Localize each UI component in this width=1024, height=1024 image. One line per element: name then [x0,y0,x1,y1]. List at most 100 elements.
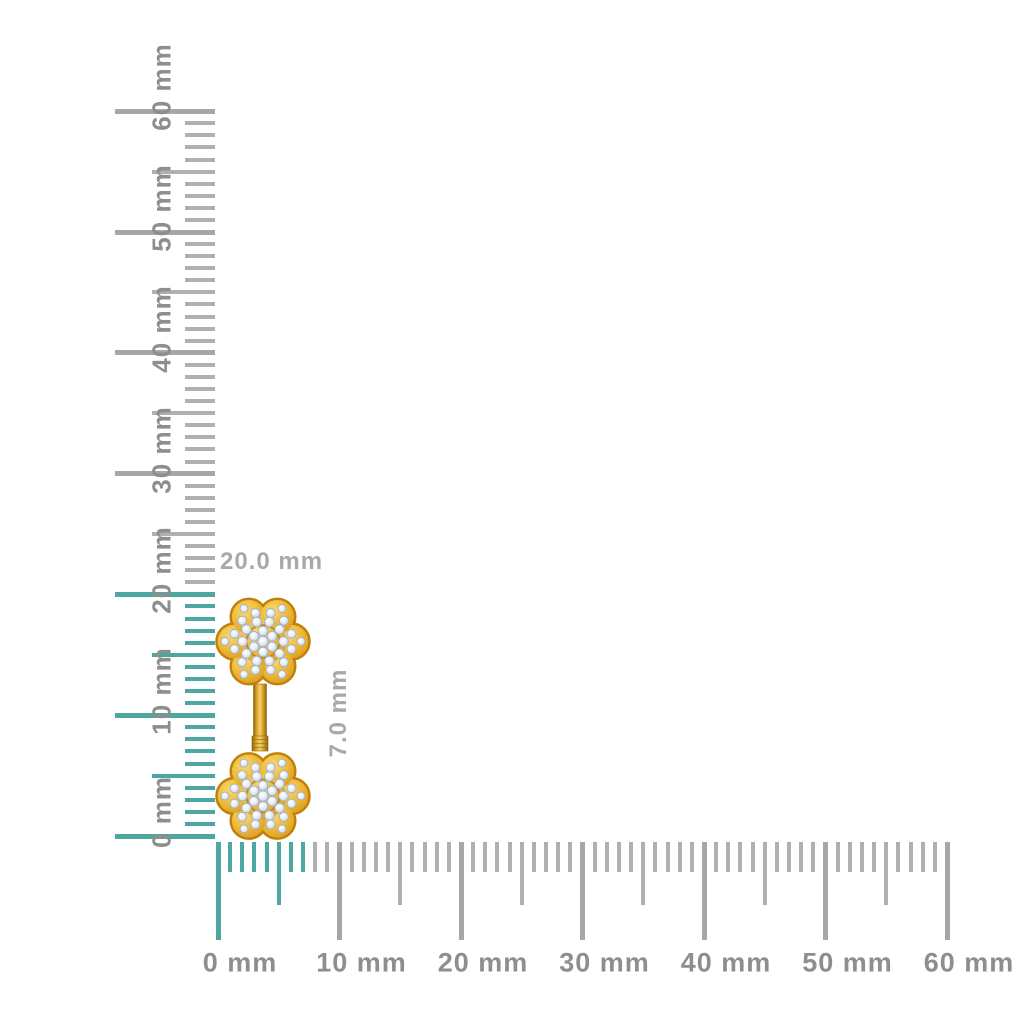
vertical-ruler-tick [115,833,215,839]
vertical-ruler-tick [185,676,215,681]
diamond [296,637,306,646]
horizontal-ruler-tick [653,842,658,872]
horizontal-ruler-tick [665,842,670,872]
vertical-ruler-tick [185,338,215,343]
diamond [265,665,276,675]
horizontal-ruler-tick [580,842,585,940]
horizontal-ruler-tick [422,842,427,872]
vertical-ruler-label: 20 mm [146,526,177,615]
horizontal-ruler-tick [641,842,646,905]
diamond [265,762,276,773]
diamond [241,648,252,659]
horizontal-ruler-tick [507,842,512,872]
horizontal-ruler-tick [410,842,415,872]
diamond [241,624,252,635]
diamond [237,636,248,647]
vertical-ruler-tick [185,483,215,488]
diamond [274,624,285,635]
diamond [257,801,269,812]
vertical-ruler-tick [185,423,215,428]
vertical-ruler-label: 30 mm [146,405,177,494]
diamond [257,790,269,802]
horizontal-ruler-tick [823,842,828,940]
diamond [278,770,289,781]
diamond [251,655,262,667]
vertical-ruler-tick [185,749,215,754]
vertical-ruler-tick [185,374,215,379]
vertical-ruler-tick [185,580,215,585]
horizontal-ruler-tick [288,842,293,872]
vertical-ruler-tick [115,108,215,114]
vertical-ruler-tick [185,254,215,259]
horizontal-ruler-tick [264,842,269,872]
diamond [286,644,297,655]
horizontal-ruler-tick [483,842,488,872]
diamond [237,770,248,781]
diamond [237,615,248,626]
horizontal-ruler-tick [313,842,318,872]
diamond [278,657,289,668]
horizontal-ruler-tick [361,842,366,872]
horizontal-ruler-tick [835,842,840,872]
vertical-ruler-tick [185,217,215,222]
horizontal-ruler-tick [726,842,731,872]
vertical-ruler-tick [185,362,215,367]
vertical-ruler-tick [185,157,215,162]
diamond [229,783,240,794]
vertical-ruler-tick [152,532,215,536]
horizontal-ruler-tick [519,842,524,905]
vertical-ruler-tick [185,302,215,307]
vertical-ruler-label: 10 mm [146,647,177,735]
diamond [257,780,269,791]
vertical-ruler-tick [185,399,215,404]
diamond [248,641,260,653]
horizontal-ruler-tick [944,842,950,940]
diamond [250,665,261,675]
diamond [250,819,261,830]
horizontal-ruler-tick [629,842,634,872]
horizontal-ruler-tick [325,842,330,872]
vertical-ruler-tick [185,737,215,742]
diamond [239,604,249,614]
vertical-ruler-tick [185,725,215,730]
diamond [264,810,275,821]
flower-bottom [215,752,311,840]
horizontal-ruler-tick [349,842,354,872]
horizontal-ruler-tick [434,842,439,872]
vertical-ruler-tick [185,326,215,331]
vertical-ruler-tick [185,435,215,440]
horizontal-ruler-tick [568,842,573,872]
horizontal-ruler-tick [896,842,901,872]
horizontal-ruler-tick [544,842,549,872]
diamond [274,648,285,659]
diamond [237,811,248,822]
horizontal-ruler-label: 50 mm [802,947,893,978]
vertical-ruler-tick [185,761,215,766]
diamond [274,802,285,814]
vertical-ruler-tick [185,821,215,826]
diamond [237,657,248,668]
diamond [251,771,262,782]
connector-bar [251,683,269,752]
horizontal-ruler-label: 60 mm [923,947,1015,978]
vertical-ruler-tick [152,652,215,657]
vertical-ruler-tick [185,266,215,271]
horizontal-ruler-tick [689,842,694,872]
vertical-ruler-tick [185,785,215,790]
vertical-ruler-tick [185,616,215,621]
vertical-ruler-tick [185,193,215,198]
diamond [237,790,248,802]
horizontal-ruler-tick [398,842,403,905]
horizontal-ruler-tick [701,842,707,940]
diamond [229,628,240,639]
diamond [241,778,252,790]
diamond [250,762,261,773]
horizontal-ruler-tick [738,842,743,872]
horizontal-ruler-tick [215,842,221,940]
vertical-ruler-tick [152,169,215,174]
vertical-ruler-tick [115,591,215,597]
vertical-ruler-tick [185,447,215,452]
horizontal-ruler-tick [884,842,889,905]
diamond [277,669,287,679]
horizontal-ruler-tick [495,842,500,872]
